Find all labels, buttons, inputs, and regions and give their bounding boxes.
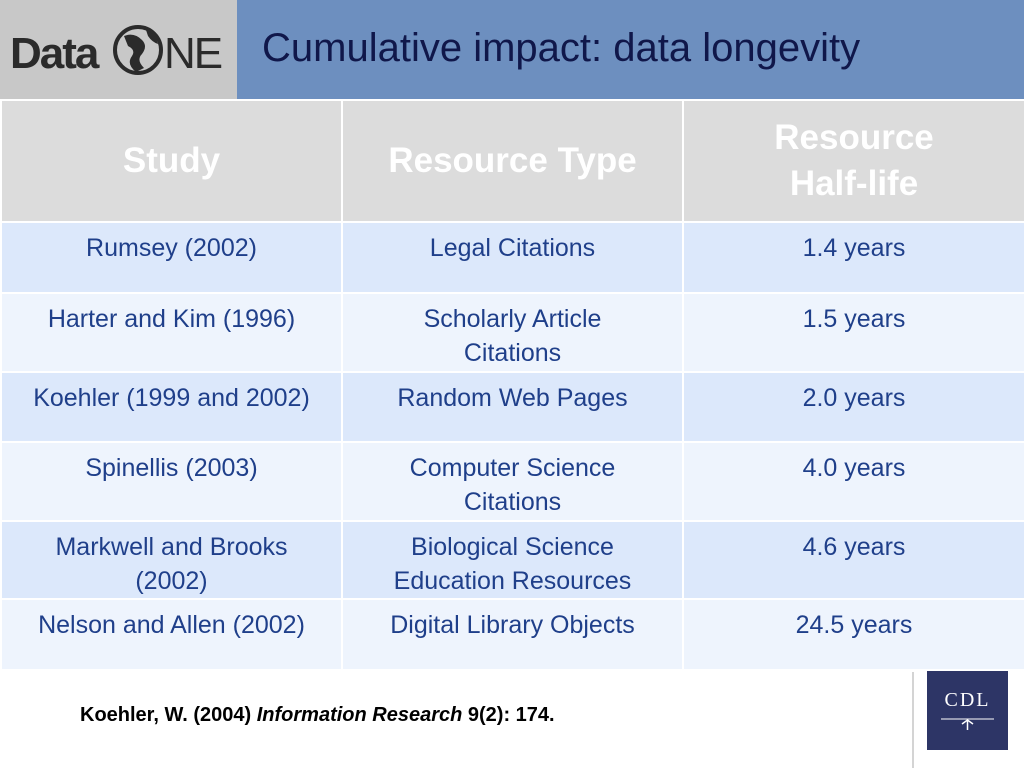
cdl-logo: CDL bbox=[927, 671, 1008, 750]
cell-half-life: 4.6 years bbox=[682, 520, 1024, 600]
cell-resource-type: Scholarly Article Citations bbox=[341, 292, 684, 373]
header-resource-type: Resource Type bbox=[341, 99, 684, 223]
cell-half-life: 4.0 years bbox=[682, 441, 1024, 522]
table-row: Koehler (1999 and 2002) Random Web Pages… bbox=[0, 371, 1024, 443]
table-row: Harter and Kim (1996) Scholarly Article … bbox=[0, 292, 1024, 373]
cdl-logo-text: CDL bbox=[944, 689, 991, 711]
table-row: Nelson and Allen (2002) Digital Library … bbox=[0, 598, 1024, 671]
cell-study: Spinellis (2003) bbox=[0, 441, 343, 522]
source-citation: Koehler, W. (2004) Information Research … bbox=[80, 704, 555, 727]
slide-title: Cumulative impact: data longevity bbox=[262, 26, 861, 70]
citation-volume: 9(2): 174. bbox=[462, 704, 555, 726]
header-study: Study bbox=[0, 99, 343, 223]
cell-half-life: 1.5 years bbox=[682, 292, 1024, 373]
logo-text-data: Data bbox=[10, 29, 100, 78]
header-resource-half-life: Resource Half-life bbox=[682, 99, 1024, 223]
cell-resource-type: Legal Citations bbox=[341, 221, 684, 294]
half-life-table: Study Resource Type Resource Half-life R… bbox=[0, 99, 1024, 671]
citation-author: Koehler, W. (2004) bbox=[80, 704, 257, 726]
dataone-logo-mark: Data NE bbox=[10, 25, 224, 78]
cell-study: Markwell and Brooks (2002) bbox=[0, 520, 343, 600]
header-bar: Data NE Cumulative impact: data longevit… bbox=[0, 0, 1024, 99]
globe-icon bbox=[113, 25, 163, 75]
cell-study: Harter and Kim (1996) bbox=[0, 292, 343, 373]
cell-half-life: 2.0 years bbox=[682, 371, 1024, 443]
cell-half-life: 1.4 years bbox=[682, 221, 1024, 294]
citation-journal: Information Research bbox=[256, 704, 463, 726]
cell-resource-type: Biological Science Education Resources bbox=[341, 520, 684, 600]
cell-resource-type: Random Web Pages bbox=[341, 371, 684, 443]
cell-half-life: 24.5 years bbox=[682, 598, 1024, 671]
cdl-emblem-icon bbox=[941, 718, 994, 730]
dataone-logo: Data NE bbox=[0, 0, 237, 99]
table-row: Markwell and Brooks (2002) Biological Sc… bbox=[0, 520, 1024, 600]
table-header-row: Study Resource Type Resource Half-life bbox=[0, 99, 1024, 223]
cell-study: Nelson and Allen (2002) bbox=[0, 598, 343, 671]
cell-study: Rumsey (2002) bbox=[0, 221, 343, 294]
cell-study: Koehler (1999 and 2002) bbox=[0, 371, 343, 443]
footer-divider bbox=[912, 672, 914, 768]
table-row: Rumsey (2002) Legal Citations 1.4 years bbox=[0, 221, 1024, 294]
table-row: Spinellis (2003) Computer Science Citati… bbox=[0, 441, 1024, 522]
cell-resource-type: Digital Library Objects bbox=[341, 598, 684, 671]
cell-resource-type: Computer Science Citations bbox=[341, 441, 684, 522]
logo-text-ne: NE bbox=[164, 29, 222, 78]
